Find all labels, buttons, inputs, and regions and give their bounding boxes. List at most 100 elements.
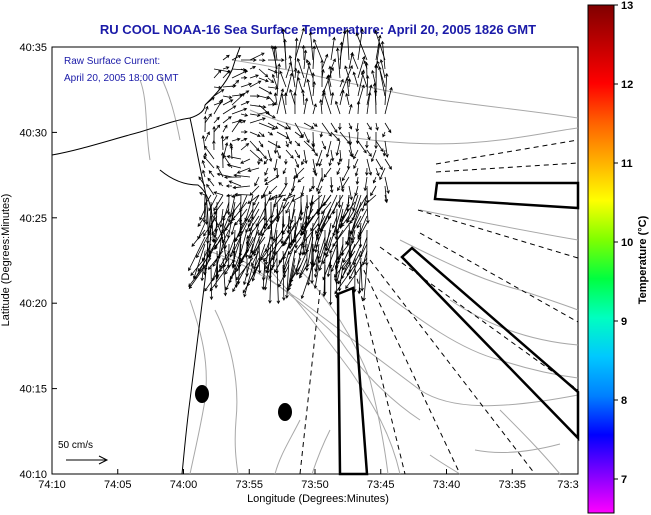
current-vector — [355, 176, 360, 185]
current-vector — [366, 149, 372, 157]
current-vector — [280, 92, 287, 115]
current-vector — [226, 163, 242, 169]
current-vector — [302, 236, 308, 256]
current-vector — [258, 68, 269, 78]
current-vector — [312, 81, 316, 97]
current-vector — [354, 185, 359, 197]
current-vector — [213, 191, 224, 196]
current-vector — [249, 52, 265, 61]
current-vector — [222, 95, 233, 99]
current-vector — [337, 158, 341, 166]
current-vector — [267, 58, 285, 62]
current-vector — [221, 215, 230, 234]
current-vector — [326, 75, 332, 97]
current-vector — [240, 82, 253, 88]
current-vector — [348, 103, 353, 115]
radar-box-east — [433, 181, 580, 210]
current-vector — [365, 74, 370, 97]
current-vector — [282, 215, 302, 246]
current-vector — [267, 131, 274, 136]
current-vector — [310, 215, 320, 232]
colorbar: 13 12 11 10 9 8 7 Temperature (°C) — [587, 0, 649, 514]
radar-box-southeast — [400, 246, 580, 442]
current-vector — [311, 140, 315, 147]
current-vector — [275, 167, 280, 179]
current-vector — [197, 243, 218, 272]
map-plot-area: Raw Surface Current: April 20, 2005 18:0… — [51, 27, 580, 476]
current-vector — [211, 243, 224, 282]
current-vector — [328, 264, 333, 306]
current-vector — [312, 250, 320, 267]
radar-beam-lines — [299, 139, 579, 475]
colorbar-label: Temperature (°C) — [637, 215, 649, 304]
current-vector — [235, 257, 254, 281]
current-vector — [213, 194, 224, 212]
current-vector — [247, 194, 260, 205]
current-vector — [233, 173, 251, 178]
current-vector — [330, 131, 341, 142]
current-vector — [263, 158, 269, 165]
current-vector — [299, 201, 304, 216]
colorbar-ramp — [587, 4, 615, 514]
current-vector — [285, 194, 296, 214]
current-vector — [240, 76, 248, 80]
current-vector — [258, 140, 264, 148]
current-vector — [273, 140, 278, 155]
current-vector — [282, 167, 287, 175]
current-vector — [384, 140, 389, 158]
annotation-line-1: Raw Surface Current: — [64, 56, 160, 67]
current-vector — [249, 80, 262, 88]
current-vector — [317, 185, 323, 195]
current-vector — [191, 229, 206, 247]
current-vector — [240, 90, 250, 97]
y-tick-label: 40:30 — [19, 127, 47, 139]
colorbar-tick-label: 12 — [621, 79, 633, 91]
current-vector — [336, 167, 341, 176]
current-vector — [222, 236, 236, 268]
current-vector — [331, 215, 338, 229]
current-vector — [202, 169, 206, 178]
current-vector — [276, 122, 289, 130]
current-vector — [315, 215, 326, 235]
current-vector — [299, 264, 308, 279]
current-vector — [321, 53, 329, 70]
current-vector — [375, 167, 380, 177]
current-vector — [204, 131, 210, 142]
current-vector — [249, 74, 259, 79]
current-vector — [236, 167, 251, 174]
current-vector — [305, 229, 314, 254]
x-axis-ticks: 74:10 74:05 74:00 73:55 73:50 73:45 73:40 73:35… — [38, 469, 579, 491]
current-vector — [316, 176, 323, 192]
current-vector — [283, 92, 288, 106]
current-vector — [219, 250, 230, 269]
current-vector — [350, 222, 356, 242]
current-vector — [267, 201, 290, 230]
current-vector — [219, 208, 224, 228]
current-vector — [234, 208, 254, 243]
plot-frame — [51, 46, 579, 475]
colorbar-tick-label: 8 — [621, 395, 627, 407]
current-vector — [366, 122, 372, 131]
current-vector — [301, 201, 326, 231]
current-vector — [308, 31, 314, 61]
current-vector — [270, 194, 287, 200]
current-vector — [222, 54, 230, 61]
current-vector — [348, 122, 353, 130]
current-vector — [312, 149, 318, 157]
x-tick-label: 74:10 — [38, 479, 66, 491]
current-vector — [303, 122, 315, 129]
current-vector — [213, 85, 223, 90]
current-vector — [345, 215, 362, 245]
current-vector — [228, 180, 242, 187]
colorbar-tick-label: 10 — [621, 237, 633, 249]
current-vector — [363, 194, 377, 206]
current-vector — [322, 91, 332, 115]
current-vector — [203, 215, 218, 237]
x-tick-label: 73:3 — [557, 479, 578, 491]
current-vector — [330, 149, 335, 162]
current-vector — [384, 194, 388, 204]
current-vector — [374, 132, 378, 150]
current-vector — [199, 208, 206, 221]
current-vector — [267, 140, 281, 148]
current-vector — [223, 175, 242, 179]
